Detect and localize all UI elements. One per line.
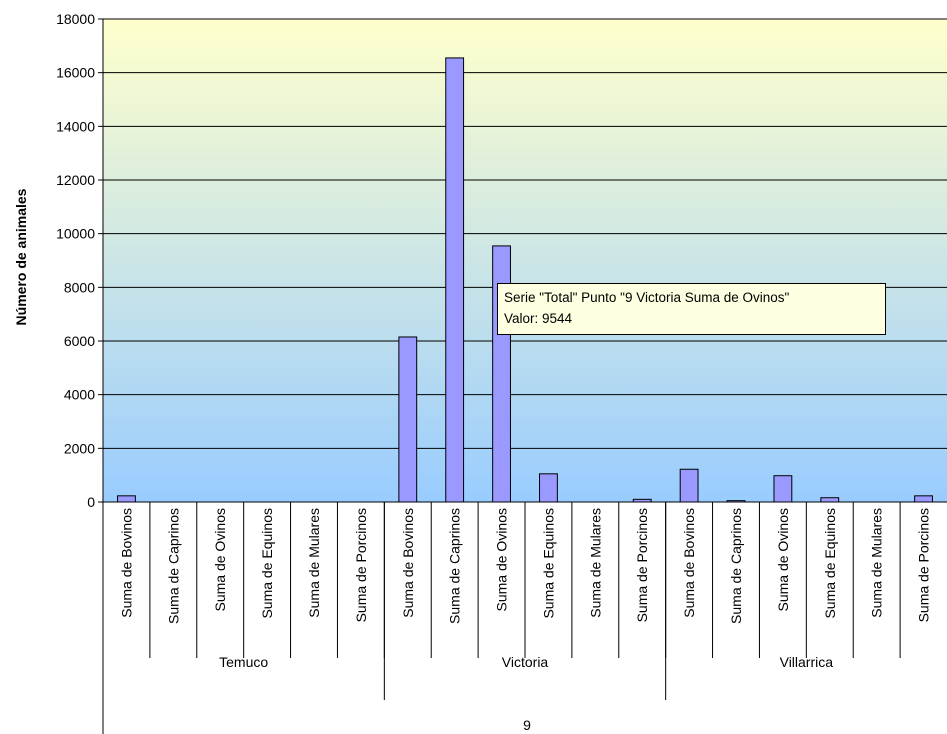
bar[interactable]	[914, 495, 933, 503]
bar[interactable]	[679, 468, 699, 503]
x-category-label: Suma de Bovinos	[400, 508, 416, 618]
y-tick-label: 6000	[64, 333, 95, 349]
x-category-label: Suma de Ovinos	[775, 508, 791, 612]
x-category-label: Suma de Equinos	[822, 508, 838, 619]
x-category-label: Suma de Equinos	[259, 508, 275, 619]
x-category-label: Suma de Mulares	[306, 508, 322, 618]
group-label: Victoria	[502, 654, 549, 670]
group-label: Temuco	[219, 654, 268, 670]
plot-area	[103, 19, 947, 502]
tooltip: Serie "Total" Punto "9 Victoria Suma de …	[497, 283, 886, 335]
bar[interactable]	[398, 336, 418, 503]
x-category-label: Suma de Bovinos	[681, 508, 697, 618]
x-category-label: Suma de Caprinos	[447, 508, 463, 624]
x-category-label: Suma de Caprinos	[165, 508, 181, 624]
x-category-label: Suma de Equinos	[540, 508, 556, 619]
y-tick-label: 2000	[64, 440, 95, 456]
y-tick-label: 8000	[64, 279, 95, 295]
y-axis-label: Número de animales	[13, 188, 29, 325]
y-tick-label: 0	[87, 494, 95, 510]
y-tick-label: 16000	[56, 65, 95, 81]
x-category-label: Suma de Porcinos	[634, 508, 650, 622]
y-tick-label: 18000	[56, 11, 95, 27]
y-tick-label: 4000	[64, 387, 95, 403]
x-category-label: Suma de Ovinos	[494, 508, 510, 612]
bar[interactable]	[820, 497, 840, 503]
outer-category-label: 9	[523, 717, 531, 733]
group-label: Villarrica	[780, 654, 834, 670]
x-category-label: Suma de Porcinos	[353, 508, 369, 622]
y-tick-label: 12000	[56, 172, 95, 188]
x-category-label: Suma de Caprinos	[728, 508, 744, 624]
x-category-label: Suma de Porcinos	[916, 508, 932, 622]
x-category-label: Suma de Bovinos	[118, 508, 134, 618]
bar[interactable]	[773, 475, 793, 503]
y-tick-label: 10000	[56, 226, 95, 242]
tooltip-line-2: Valor: 9544	[504, 311, 573, 326]
x-category-label: Suma de Mulares	[587, 508, 603, 618]
x-category-label: Suma de Mulares	[869, 508, 885, 618]
bar[interactable]	[117, 495, 136, 503]
y-tick-label: 14000	[56, 118, 95, 134]
x-category-label: Suma de Ovinos	[212, 508, 228, 612]
bar[interactable]	[445, 57, 465, 503]
bar[interactable]	[539, 473, 558, 503]
tooltip-line-1: Serie "Total" Punto "9 Victoria Suma de …	[504, 290, 790, 305]
